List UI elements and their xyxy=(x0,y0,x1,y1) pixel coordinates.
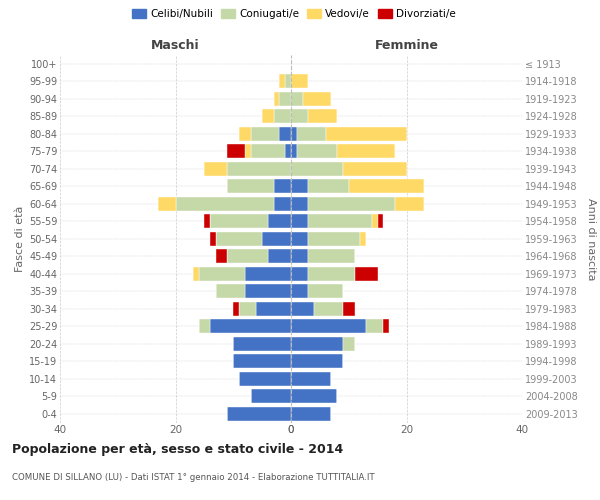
Bar xyxy=(199,267,245,280)
Bar xyxy=(291,337,343,350)
Bar xyxy=(302,92,331,106)
Bar xyxy=(291,214,308,228)
Bar xyxy=(274,180,291,193)
Bar xyxy=(343,302,355,316)
Bar xyxy=(377,214,383,228)
Bar xyxy=(262,232,291,245)
Bar xyxy=(245,284,291,298)
Bar xyxy=(383,320,389,333)
Bar xyxy=(251,127,280,140)
Bar xyxy=(395,197,424,210)
Bar xyxy=(343,162,407,175)
Bar xyxy=(308,180,349,193)
Bar xyxy=(227,407,291,420)
Bar xyxy=(193,267,199,280)
Bar xyxy=(158,197,176,210)
Bar xyxy=(291,407,331,420)
Bar xyxy=(361,232,366,245)
Bar xyxy=(291,110,308,123)
Bar xyxy=(233,354,291,368)
Bar xyxy=(291,284,308,298)
Bar xyxy=(337,144,395,158)
Bar xyxy=(291,74,308,88)
Bar xyxy=(291,144,297,158)
Bar xyxy=(280,127,291,140)
Bar xyxy=(308,250,355,263)
Bar xyxy=(291,127,297,140)
Bar xyxy=(233,302,239,316)
Bar xyxy=(205,162,227,175)
Bar xyxy=(308,214,372,228)
Text: Popolazione per età, sesso e stato civile - 2014: Popolazione per età, sesso e stato civil… xyxy=(12,442,343,456)
Bar xyxy=(216,250,227,263)
Bar xyxy=(227,250,268,263)
Bar xyxy=(285,144,291,158)
Bar xyxy=(210,232,216,245)
Bar xyxy=(291,372,331,386)
Bar xyxy=(308,232,360,245)
Bar xyxy=(274,92,280,106)
Bar xyxy=(291,320,366,333)
Bar xyxy=(291,354,343,368)
Bar xyxy=(280,74,285,88)
Title: Femmine: Femmine xyxy=(374,40,439,52)
Bar xyxy=(291,92,302,106)
Bar xyxy=(297,127,326,140)
Title: Maschi: Maschi xyxy=(151,40,200,52)
Bar xyxy=(251,390,291,403)
Bar xyxy=(210,320,291,333)
Bar xyxy=(245,144,251,158)
Bar xyxy=(256,302,291,316)
Bar xyxy=(366,320,383,333)
Bar xyxy=(291,180,308,193)
Bar xyxy=(251,144,285,158)
Bar xyxy=(176,197,274,210)
Bar xyxy=(291,267,308,280)
Bar xyxy=(233,337,291,350)
Bar xyxy=(308,197,395,210)
Bar xyxy=(291,302,314,316)
Bar xyxy=(268,250,291,263)
Bar xyxy=(314,302,343,316)
Bar xyxy=(268,214,291,228)
Bar xyxy=(285,74,291,88)
Text: COMUNE DI SILLANO (LU) - Dati ISTAT 1° gennaio 2014 - Elaborazione TUTTITALIA.IT: COMUNE DI SILLANO (LU) - Dati ISTAT 1° g… xyxy=(12,473,374,482)
Bar xyxy=(199,320,210,333)
Bar xyxy=(291,390,337,403)
Bar xyxy=(326,127,407,140)
Bar xyxy=(308,267,355,280)
Bar xyxy=(216,232,262,245)
Bar xyxy=(297,144,337,158)
Bar xyxy=(239,372,291,386)
Bar xyxy=(349,180,424,193)
Bar xyxy=(274,110,291,123)
Bar xyxy=(227,162,291,175)
Y-axis label: Fasce di età: Fasce di età xyxy=(14,206,25,272)
Bar xyxy=(280,92,291,106)
Bar xyxy=(372,214,377,228)
Bar xyxy=(291,162,343,175)
Bar xyxy=(291,197,308,210)
Bar xyxy=(216,284,245,298)
Bar xyxy=(239,127,251,140)
Bar xyxy=(308,284,343,298)
Bar xyxy=(205,214,210,228)
Legend: Celibi/Nubili, Coniugati/e, Vedovi/e, Divorziati/e: Celibi/Nubili, Coniugati/e, Vedovi/e, Di… xyxy=(128,5,460,24)
Bar xyxy=(343,337,355,350)
Bar xyxy=(291,232,308,245)
Y-axis label: Anni di nascita: Anni di nascita xyxy=(586,198,596,280)
Bar xyxy=(227,144,245,158)
Bar xyxy=(291,250,308,263)
Bar xyxy=(308,110,337,123)
Bar xyxy=(227,180,274,193)
Bar xyxy=(355,267,377,280)
Bar xyxy=(239,302,256,316)
Bar xyxy=(210,214,268,228)
Bar xyxy=(274,197,291,210)
Bar xyxy=(245,267,291,280)
Bar xyxy=(262,110,274,123)
